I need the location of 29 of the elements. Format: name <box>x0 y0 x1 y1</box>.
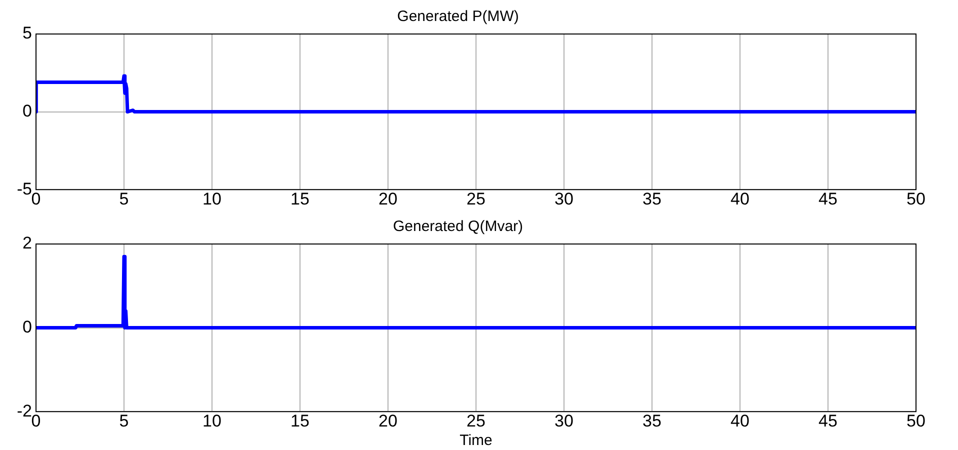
x-tick-label: 20 <box>378 411 398 430</box>
x-axis-title: Time <box>460 432 492 450</box>
x-tick-label: 5 <box>119 189 129 208</box>
x-tick-label: 15 <box>290 189 310 208</box>
y-tick-label: 2 <box>22 234 32 253</box>
chart-title: Generated P(MW) <box>397 8 519 26</box>
y-tick-label: -5 <box>16 179 32 198</box>
x-tick-label: 35 <box>642 189 662 208</box>
x-tick-label: 10 <box>202 189 222 208</box>
x-tick-label: 35 <box>642 411 662 430</box>
x-tick-label: 50 <box>906 189 926 208</box>
x-tick-label: 40 <box>730 189 750 208</box>
y-tick-label: 5 <box>22 24 32 43</box>
y-tick-label: -2 <box>16 401 32 420</box>
x-tick-label: 30 <box>554 411 574 430</box>
x-tick-label: 5 <box>119 411 129 430</box>
y-tick-label: 0 <box>22 101 32 120</box>
x-tick-label: 30 <box>554 189 574 208</box>
x-tick-label: 25 <box>466 411 486 430</box>
x-tick-label: 45 <box>818 189 838 208</box>
chart-title: Generated Q(Mvar) <box>392 218 524 236</box>
y-tick-label: 0 <box>22 317 32 336</box>
x-tick-label: 15 <box>290 411 310 430</box>
x-tick-label: 20 <box>378 189 398 208</box>
x-tick-label: 10 <box>202 411 222 430</box>
x-tick-label: 45 <box>818 411 838 430</box>
x-tick-label: 25 <box>466 189 486 208</box>
x-tick-label: 40 <box>730 411 750 430</box>
x-tick-label: 50 <box>906 411 926 430</box>
